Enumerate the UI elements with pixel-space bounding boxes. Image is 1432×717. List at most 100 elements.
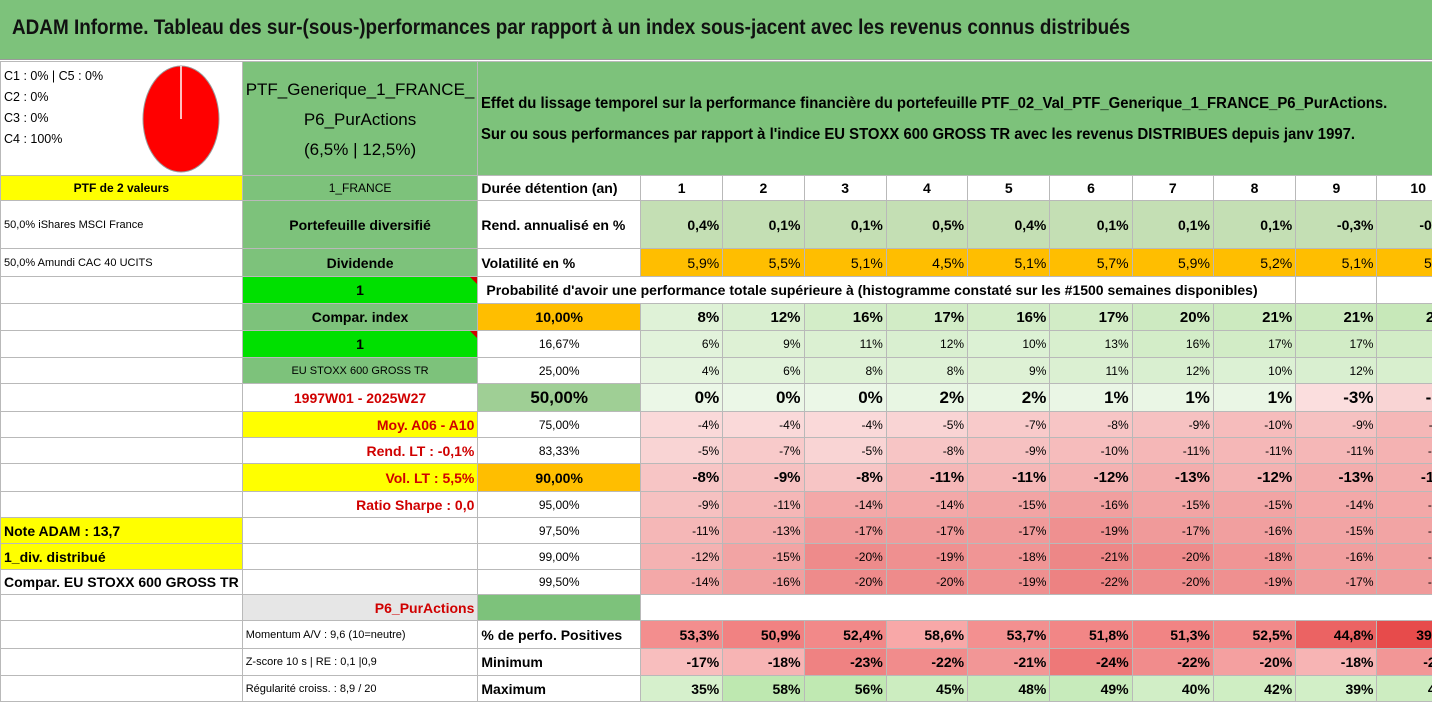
probability-value: -20% <box>1131 569 1214 595</box>
positives-value: 58,6% <box>885 620 969 649</box>
probability-threshold: 10,00% <box>477 303 641 331</box>
probability-value: -14% <box>803 491 887 518</box>
probability-value: 1% <box>1131 383 1214 412</box>
note-adam: Note ADAM : 13,7 <box>0 517 243 544</box>
probability-threshold: 25,00% <box>477 357 641 384</box>
vol-label: Volatilité en % <box>477 248 641 277</box>
probability-value: -17% <box>1376 569 1432 595</box>
positives-value: 53,3% <box>639 620 724 649</box>
table-row: Régularité croiss. : 8,9 / 20 Maximum 35% 5… <box>0 675 1432 702</box>
probability-value: 20% <box>1131 303 1214 331</box>
positives-value: 51,3% <box>1131 620 1214 649</box>
holding-1: 50,0% iShares MSCI France <box>0 200 243 249</box>
probability-value: -12% <box>1049 463 1133 492</box>
probability-value: -12% <box>1212 463 1297 492</box>
probability-value: 4% <box>639 357 724 384</box>
positives-label: % de perfo. Positives <box>477 620 641 649</box>
probability-value: -14% <box>885 491 969 518</box>
minimum-value: -17% <box>639 648 724 676</box>
dividend-label: Dividende <box>241 248 479 277</box>
minimum-value: -18% <box>1295 648 1378 676</box>
probability-value: -19% <box>885 543 969 570</box>
vol-value: 5,1% <box>803 248 887 277</box>
empty-cell <box>0 383 243 412</box>
positives-value: 52,4% <box>803 620 887 649</box>
probability-value: 6% <box>722 357 805 384</box>
probability-value: -4% <box>722 411 805 438</box>
probability-value: 0% <box>722 383 805 412</box>
year-header: 2 <box>722 175 805 201</box>
performance-table: C1 : 0% | C5 : 0% C2 : 0% C3 : 0% C4 : 1… <box>0 61 1432 702</box>
vol-value: 5,7% <box>1049 248 1133 277</box>
rend-value: -0,3% <box>1295 200 1378 249</box>
minimum-value: -22% <box>1131 648 1214 676</box>
probability-value: -17% <box>803 517 887 544</box>
probability-value: 8% <box>885 357 969 384</box>
table-row: Momentum A/V : 9,6 (10=neutre)% de perfo… <box>0 620 1432 649</box>
p6-swatch <box>477 594 641 621</box>
probability-value: -11% <box>1376 411 1432 438</box>
allocation-pie-chart <box>142 65 220 173</box>
vol-value: 5,1% <box>1295 248 1378 277</box>
minimum-value: -23% <box>803 648 887 676</box>
rend-label: Rend. annualisé en % <box>477 200 641 249</box>
probability-value: -4% <box>803 411 887 438</box>
zscore-label: Z-score 10 s | RE : 0,1 |0,9 <box>241 648 479 676</box>
probability-value: -14% <box>639 569 724 595</box>
probability-value: 2% <box>967 383 1051 412</box>
probability-value: 16% <box>967 303 1051 331</box>
probability-threshold: 99,50% <box>477 569 641 595</box>
empty-cell <box>0 330 243 358</box>
vol-value: 5,7% <box>1376 248 1432 277</box>
maximum-value: 48% <box>967 675 1051 702</box>
rend-value: 0,1% <box>803 200 887 249</box>
moy-label: Moy. A06 - A10 <box>241 411 479 438</box>
probability-value: 16% <box>1131 330 1214 358</box>
probability-value: 1% <box>1049 383 1133 412</box>
probability-value: -11% <box>1212 437 1297 464</box>
probability-value: -15% <box>1376 517 1432 544</box>
probability-value: -9% <box>1295 411 1378 438</box>
probability-value: 0% <box>639 383 724 412</box>
empty-cell <box>0 491 243 518</box>
minimum-value: -24% <box>1049 648 1133 676</box>
probability-value: -17% <box>1295 569 1378 595</box>
pie-legend-item: C2 : 0% <box>4 90 49 104</box>
probability-value: 13% <box>1376 357 1432 384</box>
probability-value: -22% <box>1049 569 1133 595</box>
rend-lt-label: Rend. LT : -0,1% <box>241 437 479 464</box>
diversified-label: Portefeuille diversifié <box>241 200 479 249</box>
probability-value: -15% <box>1212 491 1297 518</box>
pie-legend-item: C1 : 0% | C5 : 0% <box>4 69 104 83</box>
maximum-value: 56% <box>803 675 887 702</box>
p6-label: P6_PurActions <box>241 594 479 621</box>
maximum-value: 44% <box>1376 675 1432 702</box>
probability-value: -9% <box>722 463 805 492</box>
period-label: 1997W01 - 2025W27 <box>241 383 479 412</box>
year-header: 7 <box>1131 175 1214 201</box>
description-line-2: Sur ou sous performances par rapport à l… <box>481 125 1356 143</box>
empty-cell <box>0 620 243 649</box>
table-row: PTF de 2 valeurs 1_FRANCE Durée détention … <box>0 175 1432 201</box>
probability-value: -8% <box>803 463 887 492</box>
probability-threshold: 99,00% <box>477 543 641 570</box>
probability-threshold: 97,50% <box>477 517 641 544</box>
positives-value: 52,5% <box>1212 620 1297 649</box>
probability-value: 8% <box>803 357 887 384</box>
vol-value: 4,5% <box>885 248 969 277</box>
minimum-value: -21% <box>967 648 1051 676</box>
maximum-value: 40% <box>1131 675 1214 702</box>
maximum-value: 42% <box>1212 675 1297 702</box>
probability-value: -19% <box>1212 569 1297 595</box>
positives-value: 44,8% <box>1295 620 1378 649</box>
vol-value: 5,9% <box>639 248 724 277</box>
probability-value: -17% <box>967 517 1051 544</box>
probability-value: -16% <box>1295 543 1378 570</box>
probability-value: -8% <box>1049 411 1133 438</box>
table-row: Z-score 10 s | RE : 0,1 |0,9 Minimum -17% -… <box>0 648 1432 676</box>
year-header: 10 <box>1376 175 1432 201</box>
probability-value: 24% <box>1376 303 1432 331</box>
probability-threshold: 75,00% <box>477 411 641 438</box>
portfolio-ratio: (6,5% | 12,5%) <box>303 139 417 159</box>
probability-value: 21% <box>1212 303 1297 331</box>
